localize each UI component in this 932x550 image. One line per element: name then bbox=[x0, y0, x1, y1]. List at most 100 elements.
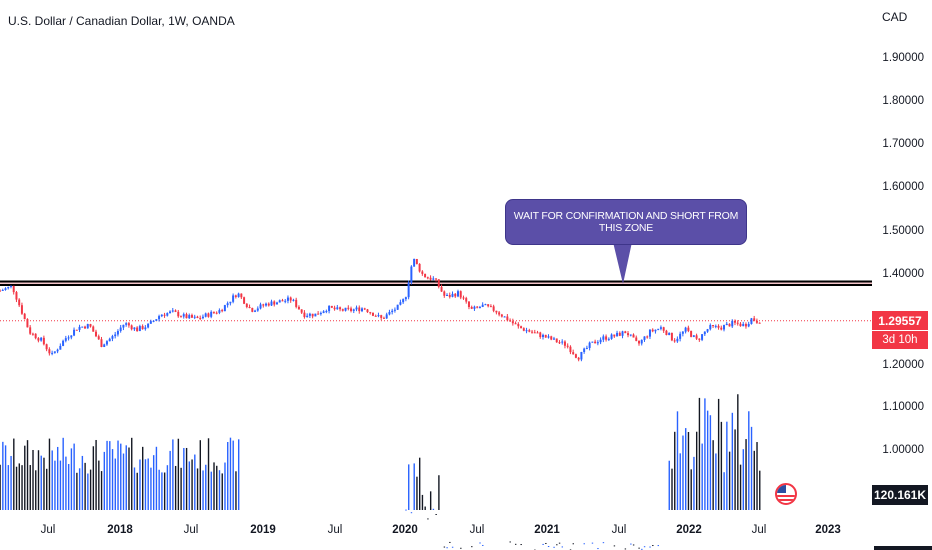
candle-body bbox=[9, 285, 12, 287]
volume-bar bbox=[24, 445, 26, 510]
candle-body bbox=[182, 314, 185, 317]
us-flag-icon[interactable] bbox=[775, 483, 797, 505]
candle-body bbox=[92, 326, 95, 332]
candle-body bbox=[138, 326, 141, 332]
candle-body bbox=[528, 330, 531, 332]
volume-bar bbox=[133, 467, 136, 510]
candle-body bbox=[498, 312, 501, 315]
candle-body bbox=[413, 258, 416, 267]
volume-bar bbox=[81, 455, 84, 510]
candle-body bbox=[328, 305, 331, 312]
volume-bar bbox=[185, 447, 188, 510]
candle-body bbox=[542, 334, 545, 338]
volume-bar bbox=[235, 471, 237, 510]
candle-body bbox=[7, 286, 10, 289]
candle-body bbox=[158, 316, 161, 320]
candle-body bbox=[210, 311, 213, 317]
candle-body bbox=[344, 307, 347, 311]
candle-body bbox=[522, 328, 525, 331]
volume-bar bbox=[706, 410, 709, 510]
candle-body bbox=[594, 341, 597, 344]
candle-body bbox=[599, 339, 602, 343]
candle-body bbox=[105, 341, 108, 345]
volume-bar bbox=[62, 437, 64, 510]
volume-bar bbox=[748, 411, 750, 510]
symbol-title[interactable]: U.S. Dollar / Canadian Dollar, 1W, OANDA bbox=[8, 14, 235, 28]
candle-body bbox=[70, 335, 73, 338]
candle-body bbox=[448, 294, 451, 297]
candle-body bbox=[744, 323, 747, 327]
volume-bar bbox=[613, 545, 616, 547]
volume-bar bbox=[4, 445, 7, 510]
volume-bar bbox=[26, 440, 29, 510]
volume-bar bbox=[514, 543, 517, 545]
candle-body bbox=[517, 324, 520, 327]
candle-body bbox=[243, 297, 246, 304]
currency-label: CAD bbox=[882, 10, 908, 24]
candle-body bbox=[753, 318, 756, 321]
volume-bar bbox=[142, 446, 144, 510]
candle-body bbox=[108, 338, 111, 342]
candle-body bbox=[251, 308, 254, 312]
volume-bar bbox=[742, 449, 745, 510]
volume-bar bbox=[196, 468, 199, 510]
candle-body bbox=[45, 344, 48, 350]
candle-body bbox=[226, 303, 229, 306]
candle-body bbox=[325, 311, 328, 313]
candle-body bbox=[330, 305, 333, 308]
candle-body bbox=[684, 327, 687, 332]
candle-body bbox=[610, 334, 613, 339]
candle-body bbox=[607, 338, 610, 340]
candle-body bbox=[237, 293, 240, 297]
volume-bar bbox=[0, 464, 1, 510]
candle-body bbox=[552, 338, 555, 340]
candle-body bbox=[262, 304, 265, 306]
candle-body bbox=[303, 312, 306, 318]
volume-bar bbox=[520, 544, 522, 546]
volume-bar bbox=[438, 475, 440, 510]
candle-body bbox=[265, 303, 268, 306]
volume-bar bbox=[685, 428, 687, 510]
time-tick-label: 2023 bbox=[815, 524, 841, 536]
volume-bar bbox=[46, 468, 48, 510]
candle-body bbox=[350, 308, 353, 311]
volume-bar bbox=[558, 542, 561, 544]
candle-body bbox=[451, 293, 454, 297]
candle-body bbox=[514, 323, 517, 325]
time-tick-label: Jul bbox=[183, 524, 199, 536]
volume-bar bbox=[59, 460, 62, 510]
volume-bar bbox=[717, 398, 720, 510]
volume-bar bbox=[737, 394, 739, 510]
candle-body bbox=[692, 335, 695, 337]
candle-body bbox=[473, 306, 476, 309]
candle-body bbox=[4, 288, 7, 290]
volume-bar bbox=[7, 465, 10, 510]
candle-body bbox=[267, 303, 270, 306]
volume-bar bbox=[443, 546, 446, 548]
volume-bar bbox=[73, 443, 75, 510]
candle-body bbox=[133, 327, 136, 330]
candle-body bbox=[574, 354, 577, 358]
candle-body bbox=[127, 323, 130, 326]
volume-bar bbox=[194, 454, 196, 510]
volume-bar bbox=[602, 542, 605, 544]
candle-body bbox=[125, 323, 128, 325]
volume-bar bbox=[704, 398, 706, 510]
volume-bar bbox=[682, 435, 684, 510]
volume-bar bbox=[451, 546, 454, 548]
time-tick-label: 2020 bbox=[392, 524, 418, 536]
candle-body bbox=[758, 322, 761, 324]
volume-bar bbox=[67, 464, 70, 510]
volume-bar bbox=[229, 437, 232, 510]
candle-body bbox=[218, 310, 221, 313]
volume-bar bbox=[624, 548, 627, 550]
annotation-callout[interactable]: WAIT FOR CONFIRMATION AND SHORT FROM THI… bbox=[505, 199, 747, 245]
candle-body bbox=[270, 301, 273, 306]
volume-bar bbox=[429, 491, 432, 510]
candle-body bbox=[171, 310, 174, 312]
candle-body bbox=[454, 293, 457, 297]
candle-body bbox=[550, 336, 553, 340]
volume-bar bbox=[65, 456, 67, 510]
volume-bar bbox=[649, 546, 651, 548]
